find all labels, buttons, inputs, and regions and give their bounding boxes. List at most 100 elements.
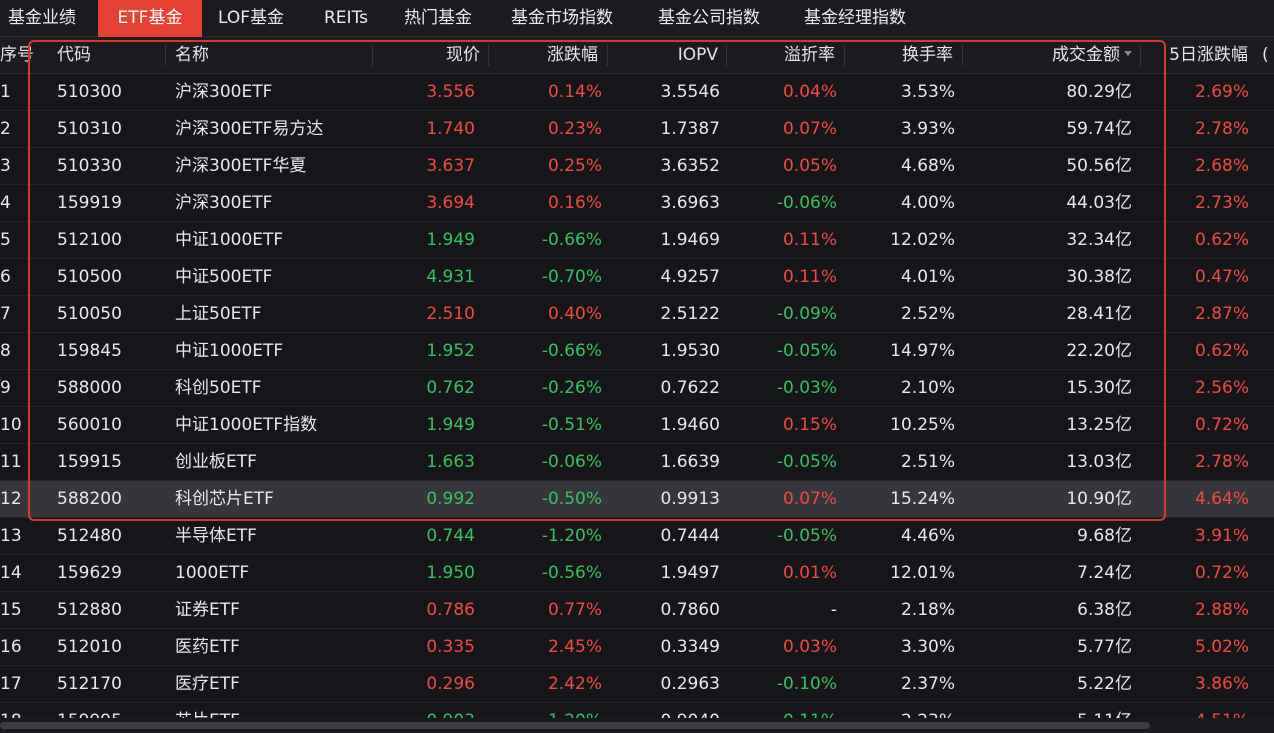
column-header-name[interactable]: 名称 — [175, 45, 209, 65]
table-row[interactable]: 14 159629 1000ETF 1.950 -0.56% 1.9497 0.01% 12.… — [0, 555, 1274, 592]
cell-name: 上证50ETF — [175, 304, 262, 324]
table-row[interactable]: 5 512100 中证1000ETF 1.949 -0.66% 1.9469 0.11% 12… — [0, 222, 1274, 259]
column-header-truncated[interactable]: ( — [1262, 45, 1269, 65]
table-row[interactable]: 9 588000 科创50ETF 0.762 -0.26% 0.7622 -0.03% 2.1… — [0, 370, 1274, 407]
tab-fund-manager-index[interactable]: 基金经理指数 — [804, 8, 906, 28]
tab-reits[interactable]: REITs — [324, 8, 368, 28]
cell-seq: 10 — [0, 415, 22, 435]
scrollbar-thumb[interactable] — [0, 722, 1150, 729]
tab-hot-funds[interactable]: 热门基金 — [404, 8, 472, 28]
table-row[interactable]: 8 159845 中证1000ETF 1.952 -0.66% 1.9530 -0.05% 1… — [0, 333, 1274, 370]
table-row[interactable]: 1 510300 沪深300ETF 3.556 0.14% 3.5546 0.04% 3.53… — [0, 74, 1274, 111]
cell-amount: 10.90亿 — [1066, 489, 1132, 509]
cell-seq: 4 — [0, 193, 11, 213]
cell-amount: 6.38亿 — [1077, 600, 1132, 620]
tab-lof-fund[interactable]: LOF基金 — [218, 8, 285, 28]
table-row[interactable]: 17 512170 医疗ETF 0.296 2.42% 0.2963 -0.10% 2.37%… — [0, 666, 1274, 703]
cell-turnover: 2.18% — [900, 600, 955, 620]
cell-name: 科创芯片ETF — [175, 489, 274, 509]
table-row[interactable]: 7 510050 上证50ETF 2.510 0.40% 2.5122 -0.09% 2.52… — [0, 296, 1274, 333]
cell-amount: 15.30亿 — [1066, 378, 1132, 398]
cell-name: 医疗ETF — [175, 674, 240, 694]
horizontal-scrollbar[interactable] — [0, 718, 1274, 733]
cell-premium: 0.03% — [782, 637, 837, 657]
cell-change-5d: 2.56% — [1194, 378, 1249, 398]
column-header-code[interactable]: 代码 — [57, 45, 91, 65]
cell-amount: 9.68亿 — [1077, 526, 1132, 546]
cell-name: 医药ETF — [175, 637, 240, 657]
cell-seq: 1 — [0, 82, 11, 102]
tab-bar: 基金业绩 ETF基金 LOF基金 REITs 热门基金 基金市场指数 基金公司指… — [0, 0, 1274, 37]
column-header-amount[interactable]: 成交金额 — [970, 37, 1132, 74]
table-row[interactable]: 4 159919 沪深300ETF 3.694 0.16% 3.6963 -0.06% 4.0… — [0, 185, 1274, 222]
table-row[interactable]: 10 560010 中证1000ETF指数 1.949 -0.51% 1.9460 0.15… — [0, 407, 1274, 444]
table-row[interactable]: 11 159915 创业板ETF 1.663 -0.06% 1.6639 -0.05% 2.5… — [0, 444, 1274, 481]
cell-price: 1.949 — [426, 415, 475, 435]
table-row[interactable]: 15 512880 证券ETF 0.786 0.77% 0.7860 - 2.18% 6.38亿… — [0, 592, 1274, 629]
sort-descending-icon[interactable] — [1124, 50, 1132, 56]
cell-iopv: 3.5546 — [660, 82, 720, 102]
column-divider — [165, 45, 166, 66]
column-header-change-5d[interactable]: 5日涨跌幅 — [1169, 45, 1248, 65]
cell-seq: 12 — [0, 489, 22, 509]
cell-price: 1.950 — [426, 563, 475, 583]
column-header-price[interactable]: 现价 — [446, 45, 480, 65]
table-row[interactable]: 13 512480 半导体ETF 0.744 -1.20% 0.7444 -0.05% 4.4… — [0, 518, 1274, 555]
cell-amount: 50.56亿 — [1066, 156, 1132, 176]
cell-change-5d: 0.62% — [1194, 341, 1249, 361]
cell-turnover: 4.01% — [900, 267, 955, 287]
column-header-iopv[interactable]: IOPV — [677, 45, 718, 65]
cell-name: 科创50ETF — [175, 378, 262, 398]
cell-amount: 7.24亿 — [1077, 563, 1132, 583]
cell-turnover: 10.25% — [890, 415, 955, 435]
tab-fund-company-index[interactable]: 基金公司指数 — [658, 8, 760, 28]
table-row[interactable]: 6 510500 中证500ETF 4.931 -0.70% 4.9257 0.11% 4.0… — [0, 259, 1274, 296]
cell-iopv: 0.2963 — [660, 674, 720, 694]
cell-code: 512170 — [57, 674, 122, 694]
cell-change: -0.66% — [541, 230, 602, 250]
cell-iopv: 1.9497 — [660, 563, 720, 583]
cell-seq: 11 — [0, 452, 22, 472]
cell-change: -0.26% — [541, 378, 602, 398]
tab-fund-market-index[interactable]: 基金市场指数 — [511, 8, 613, 28]
table-row[interactable]: 16 512010 医药ETF 0.335 2.45% 0.3349 0.03% 3.30% 5… — [0, 629, 1274, 666]
cell-turnover: 4.46% — [900, 526, 955, 546]
cell-turnover: 2.10% — [900, 378, 955, 398]
cell-name: 沪深300ETF易方达 — [175, 119, 324, 139]
column-header-premium[interactable]: 溢折率 — [784, 45, 835, 65]
table-row[interactable]: 2 510310 沪深300ETF易方达 1.740 0.23% 1.7387 0.07% 3… — [0, 111, 1274, 148]
cell-premium: 0.15% — [782, 415, 837, 435]
cell-code: 510500 — [57, 267, 122, 287]
column-header-seq[interactable]: 序号 — [0, 45, 34, 65]
cell-change: 0.40% — [547, 304, 602, 324]
cell-premium: -0.06% — [776, 193, 837, 213]
cell-change: -0.51% — [541, 415, 602, 435]
column-header-change[interactable]: 涨跌幅 — [547, 45, 598, 65]
cell-turnover: 15.24% — [890, 489, 955, 509]
cell-code: 512100 — [57, 230, 122, 250]
cell-name: 沪深300ETF — [175, 82, 273, 102]
tab-etf-fund[interactable]: ETF基金 — [98, 0, 202, 37]
cell-iopv: 0.9913 — [660, 489, 720, 509]
table-row[interactable]: 3 510330 沪深300ETF华夏 3.637 0.25% 3.6352 0.05% 4.… — [0, 148, 1274, 185]
cell-price: 2.510 — [426, 304, 475, 324]
cell-price: 1.663 — [426, 452, 475, 472]
cell-change-5d: 0.62% — [1194, 230, 1249, 250]
table-row[interactable]: 12 588200 科创芯片ETF 0.992 -0.50% 0.9913 0.07% 15.… — [0, 481, 1274, 518]
cell-change-5d: 0.47% — [1194, 267, 1249, 287]
cell-change: 0.16% — [547, 193, 602, 213]
column-header-turnover[interactable]: 换手率 — [902, 45, 953, 65]
cell-change-5d: 0.72% — [1194, 415, 1249, 435]
tab-fund-performance[interactable]: 基金业绩 — [8, 8, 76, 28]
cell-price: 0.335 — [426, 637, 475, 657]
cell-code: 510050 — [57, 304, 122, 324]
cell-price: 1.740 — [426, 119, 475, 139]
cell-change: 2.45% — [547, 637, 602, 657]
cell-code: 512880 — [57, 600, 122, 620]
cell-iopv: 1.9530 — [660, 341, 720, 361]
column-divider — [372, 45, 373, 66]
cell-code: 159919 — [57, 193, 122, 213]
cell-price: 0.992 — [426, 489, 475, 509]
cell-change-5d: 2.88% — [1194, 600, 1249, 620]
cell-change: 0.77% — [547, 600, 602, 620]
